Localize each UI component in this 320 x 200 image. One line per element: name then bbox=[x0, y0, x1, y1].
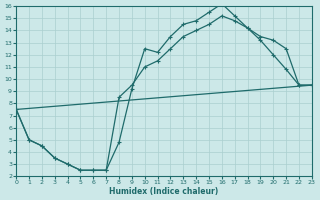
X-axis label: Humidex (Indice chaleur): Humidex (Indice chaleur) bbox=[109, 187, 219, 196]
